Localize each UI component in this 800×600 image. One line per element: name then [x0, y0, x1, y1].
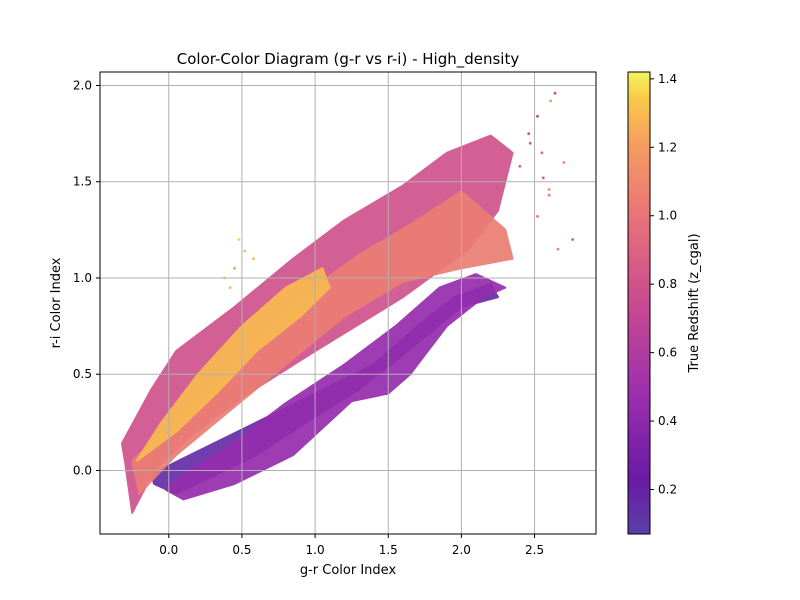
- data-point: [527, 132, 531, 136]
- y-tick-label: 1.5: [73, 175, 92, 189]
- data-point: [536, 114, 539, 118]
- x-axis-ticks: 0.0 0.5 1.0 1.5 2.0 2.5: [159, 534, 544, 557]
- colorbar: 0.2 0.4 0.6 0.8 1.0 1.2 1.4 True Redshift (z_c…: [627, 71, 702, 535]
- data-point: [540, 151, 544, 155]
- colorbar-label: True Redshift (z_cgal): [687, 233, 702, 373]
- data-point: [528, 141, 532, 145]
- colorbar-gradient: [627, 71, 651, 535]
- y-axis-ticks: 0.0 0.5 1.0 1.5 2.0: [73, 78, 100, 477]
- data-point: [541, 176, 545, 180]
- x-axis-label: g-r Color Index: [300, 563, 397, 578]
- density-region-1: [164, 273, 507, 501]
- plot-area: [99, 71, 597, 535]
- data-point: [547, 188, 551, 191]
- x-tick-label: 1.0: [306, 543, 325, 557]
- data-point: [556, 247, 560, 251]
- colorbar-tick-label: 0.4: [658, 414, 677, 428]
- y-axis-label: r-i Color Index: [49, 257, 64, 348]
- colorbar-ticks: 0.2 0.4 0.6 0.8 1.0 1.2 1.4: [650, 72, 677, 497]
- y-tick-label: 0.0: [73, 463, 92, 477]
- x-tick-label: 0.0: [159, 543, 178, 557]
- data-point: [536, 215, 539, 218]
- colorbar-tick-label: 0.2: [658, 483, 677, 497]
- grid-lines: [100, 72, 596, 534]
- colorbar-tick-label: 1.2: [658, 140, 677, 154]
- data-point: [571, 238, 574, 241]
- data-point: [233, 266, 237, 270]
- x-tick-label: 2.5: [525, 543, 544, 557]
- data-point: [237, 238, 241, 241]
- y-tick-label: 0.5: [73, 367, 92, 381]
- x-tick-label: 1.5: [379, 543, 398, 557]
- colorbar-tick-label: 0.6: [658, 346, 677, 360]
- y-tick-label: 2.0: [73, 78, 92, 92]
- data-point: [547, 193, 551, 197]
- colorbar-tick-label: 0.8: [658, 277, 677, 291]
- y-tick-label: 1.0: [73, 271, 92, 285]
- colorbar-tick-label: 1.0: [658, 209, 677, 223]
- data-point: [553, 91, 557, 95]
- data-point: [549, 99, 552, 103]
- data-point: [243, 249, 247, 253]
- colorbar-tick-label: 1.4: [658, 72, 677, 86]
- data-point: [562, 161, 566, 164]
- data-point: [252, 257, 256, 261]
- data-point: [518, 164, 522, 168]
- data-point: [228, 286, 232, 289]
- x-tick-label: 2.0: [452, 543, 471, 557]
- plot-frame: [99, 71, 597, 535]
- chart-title: Color-Color Diagram (g-r vs r-i) - High_…: [177, 50, 520, 69]
- x-tick-label: 0.5: [232, 543, 251, 557]
- data-points: [223, 91, 574, 289]
